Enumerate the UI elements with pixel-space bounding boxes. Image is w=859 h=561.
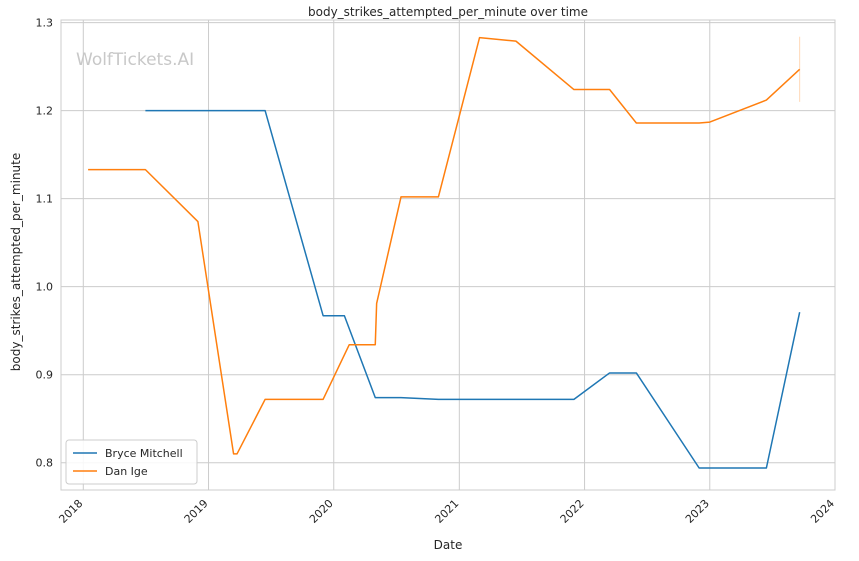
legend-label-dan-ige: Dan Ige xyxy=(105,465,148,478)
x-tick-labels: 2018 2019 2020 2021 2022 2023 2024 xyxy=(56,497,837,526)
x-tick-label: 2018 xyxy=(56,497,85,526)
y-axis-title: body_strikes_attempted_per_minute xyxy=(9,153,23,371)
plot-area-frame xyxy=(60,19,836,491)
x-tick-label: 2022 xyxy=(558,497,587,526)
legend: Bryce Mitchell Dan Ige xyxy=(65,439,198,485)
x-tick-label: 2021 xyxy=(432,497,461,526)
y-tick-label: 1.1 xyxy=(36,193,54,206)
y-tick-label: 1.2 xyxy=(36,105,54,118)
y-tick-label: 1.0 xyxy=(36,281,54,294)
x-tick-label: 2020 xyxy=(307,497,336,526)
y-tick-labels: 0.8 0.9 1.0 1.1 1.2 1.3 xyxy=(36,17,54,470)
series-line-bryce-mitchell xyxy=(145,109,801,469)
legend-box xyxy=(65,439,198,485)
series-layer xyxy=(88,36,801,469)
x-tick-label: 2023 xyxy=(683,497,712,526)
grid xyxy=(61,20,836,490)
y-tick-label: 0.8 xyxy=(36,457,54,470)
y-tick-label: 0.9 xyxy=(36,369,54,382)
y-tick-label: 1.3 xyxy=(36,17,54,30)
x-tick-label: 2024 xyxy=(808,497,837,526)
chart-title: body_strikes_attempted_per_minute over t… xyxy=(308,5,588,19)
series-line-dan-ige xyxy=(88,36,801,455)
x-axis-title: Date xyxy=(434,538,463,552)
legend-label-bryce-mitchell: Bryce Mitchell xyxy=(105,447,183,460)
watermark: WolfTickets.AI xyxy=(76,50,194,70)
x-tick-label: 2019 xyxy=(182,497,211,526)
